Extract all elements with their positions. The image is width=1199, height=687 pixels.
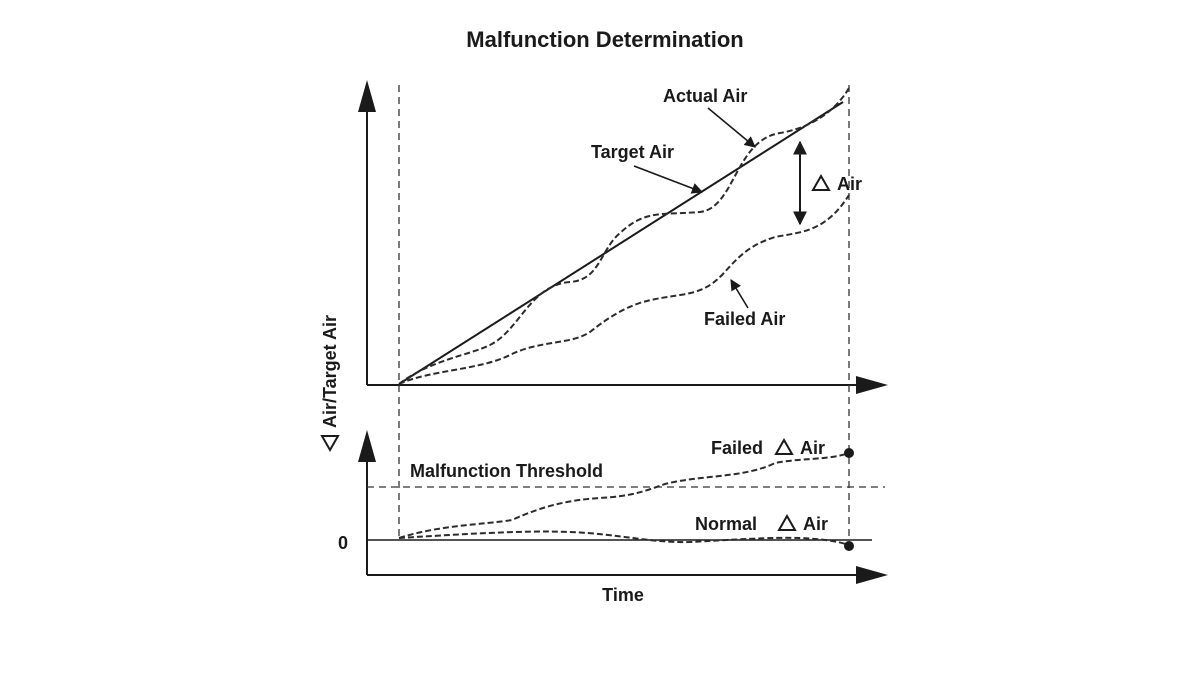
x-axis-label: Time [602,585,644,605]
target-air-line [398,101,844,385]
lower-x-axis-arrowhead-icon [856,566,888,584]
normal-delta-label-prefix: Normal [695,514,757,534]
y-axis-label: Air/Target Air [320,315,340,428]
failed-delta-air-curve [398,452,850,539]
zero-label: 0 [338,533,348,553]
failed-air-leader [730,279,749,309]
delta-triangle-icon [777,513,797,531]
actual-air-curve [398,87,850,385]
target-air-leader [633,165,704,194]
y-axis-label-group: Air/Target Air [320,315,340,453]
actual-air-label: Actual Air [663,86,747,106]
failed-air-curve [398,194,850,385]
upper-y-axis-arrowhead-icon [358,80,376,112]
delta-air-label: Air [837,174,862,194]
upper-panel: Air Actual Air Target Air Failed Air [358,80,888,540]
delta-triangle-icon [320,435,340,453]
failed-delta-endpoint-icon [844,448,854,458]
normal-delta-label-suffix: Air [803,514,828,534]
diagram-title: Malfunction Determination [466,27,743,52]
malfunction-threshold-label: Malfunction Threshold [410,461,603,481]
upper-x-axis-arrowhead-icon [856,376,888,394]
delta-triangle-icon [811,173,831,191]
failed-air-label: Failed Air [704,309,785,329]
delta-triangle-icon [774,437,794,455]
actual-air-leader [707,107,756,148]
failed-delta-label-suffix: Air [800,438,825,458]
lower-y-axis-arrowhead-icon [358,430,376,462]
normal-delta-air-curve [398,530,850,546]
normal-delta-endpoint-icon [844,541,854,551]
failed-delta-label-prefix: Failed [711,438,763,458]
lower-panel: 0 Malfunction Threshold Failed Air Norma… [338,430,888,584]
target-air-label: Target Air [591,142,674,162]
